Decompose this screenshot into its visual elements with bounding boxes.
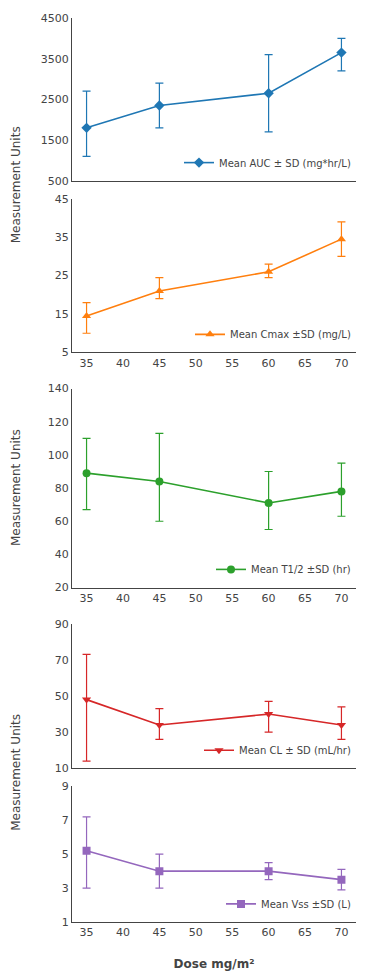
- svg-text:45: 45: [152, 926, 166, 939]
- svg-text:35: 35: [80, 592, 94, 605]
- svg-text:60: 60: [262, 926, 276, 939]
- svg-text:55: 55: [225, 926, 239, 939]
- svg-text:7: 7: [62, 814, 69, 827]
- svg-text:35: 35: [80, 926, 94, 939]
- svg-text:45: 45: [55, 193, 69, 206]
- svg-text:80: 80: [55, 482, 69, 495]
- svg-text:90: 90: [55, 618, 69, 631]
- svg-text:40: 40: [55, 548, 69, 561]
- svg-text:9: 9: [62, 780, 69, 793]
- svg-text:40: 40: [116, 926, 130, 939]
- svg-text:20: 20: [55, 581, 69, 594]
- svg-text:70: 70: [55, 654, 69, 667]
- svg-text:35: 35: [55, 231, 69, 244]
- svg-text:40: 40: [116, 357, 130, 370]
- svg-text:1500: 1500: [41, 134, 69, 147]
- svg-text:55: 55: [225, 357, 239, 370]
- svg-text:70: 70: [334, 357, 348, 370]
- svg-text:50: 50: [189, 357, 203, 370]
- svg-text:Measurement Units: Measurement Units: [9, 429, 23, 546]
- svg-text:60: 60: [55, 515, 69, 528]
- svg-text:45: 45: [152, 592, 166, 605]
- svg-text:70: 70: [334, 592, 348, 605]
- svg-text:5: 5: [62, 848, 69, 861]
- svg-text:2500: 2500: [41, 93, 69, 106]
- svg-text:Mean CL ± SD (mL/hr): Mean CL ± SD (mL/hr): [239, 745, 351, 756]
- svg-text:Measurement Units: Measurement Units: [9, 126, 23, 243]
- svg-text:65: 65: [298, 926, 312, 939]
- svg-text:500: 500: [48, 175, 69, 188]
- svg-text:30: 30: [55, 726, 69, 739]
- svg-text:15: 15: [55, 308, 69, 321]
- svg-text:5: 5: [62, 346, 69, 359]
- svg-text:55: 55: [225, 592, 239, 605]
- svg-text:50: 50: [189, 592, 203, 605]
- svg-text:Measurement Units: Measurement Units: [9, 714, 23, 831]
- svg-text:65: 65: [298, 357, 312, 370]
- svg-text:60: 60: [262, 357, 276, 370]
- svg-text:Mean Cmax ±SD (mg/L): Mean Cmax ±SD (mg/L): [230, 329, 351, 340]
- svg-text:50: 50: [55, 690, 69, 703]
- svg-text:60: 60: [262, 592, 276, 605]
- svg-text:Dose mg/m²: Dose mg/m²: [174, 957, 255, 971]
- svg-text:65: 65: [298, 592, 312, 605]
- svg-text:35: 35: [80, 357, 94, 370]
- svg-text:Mean T1/2 ±SD (hr): Mean T1/2 ±SD (hr): [251, 564, 351, 575]
- svg-text:100: 100: [48, 449, 69, 462]
- svg-text:4500: 4500: [41, 12, 69, 25]
- svg-text:140: 140: [48, 382, 69, 395]
- svg-text:50: 50: [189, 926, 203, 939]
- svg-text:Mean Vss ±SD (L): Mean Vss ±SD (L): [261, 899, 351, 910]
- svg-text:25: 25: [55, 269, 69, 282]
- svg-text:70: 70: [334, 926, 348, 939]
- svg-text:1: 1: [62, 916, 69, 929]
- svg-text:Mean AUC ± SD (mg*hr/L): Mean AUC ± SD (mg*hr/L): [219, 158, 351, 169]
- svg-text:3: 3: [62, 882, 69, 895]
- svg-text:120: 120: [48, 416, 69, 429]
- svg-text:45: 45: [152, 357, 166, 370]
- svg-text:40: 40: [116, 592, 130, 605]
- svg-text:3500: 3500: [41, 53, 69, 66]
- svg-text:10: 10: [55, 762, 69, 775]
